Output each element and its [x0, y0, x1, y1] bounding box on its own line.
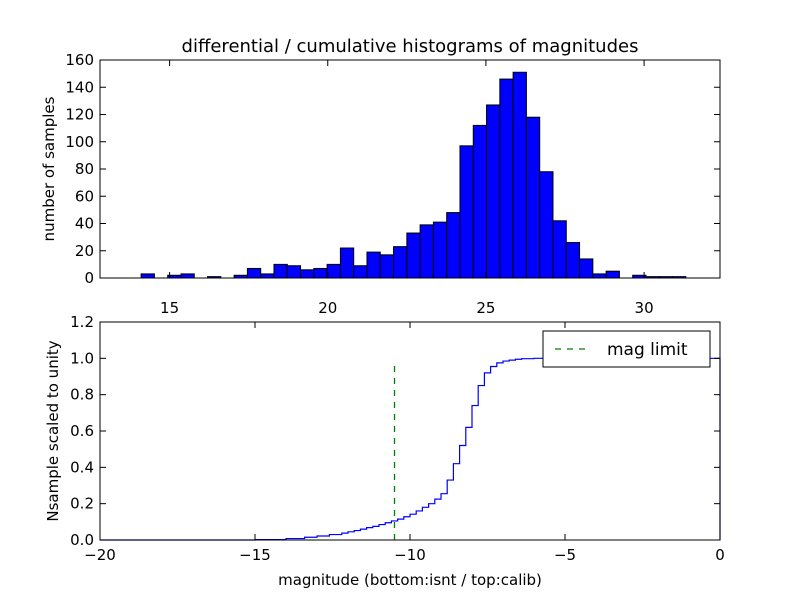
histogram-bar — [313, 267, 328, 279]
cumulative-ticks: −20 −15 −10 −5 0 0.0 0.2 0.4 0.6 0.8 1.0 1.2 — [70, 313, 725, 564]
histogram-bar — [273, 263, 288, 279]
histogram-bar — [180, 273, 195, 279]
y-tick-label: 160 — [65, 51, 94, 69]
histogram-bar — [552, 220, 567, 279]
y-tick-label: 1.0 — [70, 349, 94, 367]
y-tick-label: 0.8 — [70, 386, 94, 404]
histogram-bar — [605, 270, 620, 279]
histogram-bar — [432, 221, 448, 279]
x-tick-label: 15 — [160, 299, 179, 317]
cumulative-frame — [99, 321, 721, 541]
y-tick-label: 0.6 — [70, 422, 94, 440]
histogram-ylabel: number of samples — [40, 96, 58, 241]
histogram-bar — [246, 267, 262, 279]
legend-label-mag-limit: mag limit — [607, 340, 688, 360]
y-tick-label: 140 — [65, 78, 94, 96]
histogram-bar — [459, 145, 474, 279]
y-tick-label: 20 — [75, 242, 94, 260]
histogram-bar — [446, 212, 461, 279]
histogram-bar — [499, 78, 514, 279]
histogram-bar — [300, 269, 315, 279]
cumulative-ylabel: Nsample scaled to unity — [44, 340, 62, 521]
x-tick-label: −20 — [84, 546, 116, 564]
histogram-bar — [512, 71, 527, 279]
histogram-bar — [592, 273, 607, 279]
cumulative-xlabel: magnitude (bottom:isnt / top:calib) — [278, 571, 542, 589]
histogram-bar — [406, 232, 421, 279]
histogram-frame — [99, 59, 721, 279]
y-tick-label: 40 — [75, 215, 94, 233]
histogram-bar — [393, 246, 408, 279]
histogram-bar — [366, 251, 381, 279]
histogram-bar — [286, 265, 302, 279]
histogram-bar — [260, 273, 275, 279]
histogram-bar — [339, 247, 355, 279]
histogram-bar — [326, 263, 341, 279]
cumulative-series — [100, 357, 721, 541]
histogram-bar — [565, 242, 581, 279]
y-tick-label: 0.4 — [70, 458, 94, 476]
cumulative-step-line — [100, 357, 721, 541]
x-tick-label: 25 — [476, 299, 495, 317]
y-tick-label: 0.0 — [70, 531, 94, 549]
histogram-bar — [539, 171, 554, 279]
y-tick-label: 0.2 — [70, 495, 94, 513]
x-tick-label: −10 — [394, 546, 426, 564]
histogram-bar — [379, 254, 395, 279]
histogram-bar — [486, 104, 501, 279]
y-tick-label: 1.2 — [70, 313, 94, 331]
y-tick-label: 100 — [65, 133, 94, 151]
y-tick-label: 60 — [75, 187, 94, 205]
y-tick-label: 0 — [84, 269, 94, 287]
histogram-bar — [419, 224, 434, 279]
histogram-bar — [525, 116, 541, 279]
x-tick-label: 30 — [635, 299, 654, 317]
histogram-panel: differential / cumulative histograms of … — [40, 36, 721, 317]
histogram-bars — [140, 71, 687, 279]
y-tick-label: 120 — [65, 106, 94, 124]
histogram-bar — [140, 273, 155, 279]
histogram-title: differential / cumulative histograms of … — [182, 36, 639, 57]
histogram-bar — [472, 124, 488, 279]
histogram-bar — [579, 258, 594, 279]
x-tick-label: 20 — [318, 299, 337, 317]
legend: mag limit — [542, 330, 711, 368]
x-tick-label: 0 — [715, 546, 725, 564]
cumulative-panel: −20 −15 −10 −5 0 0.0 0.2 0.4 0.6 0.8 1.0 1.2 Nsampl… — [44, 313, 725, 589]
x-tick-label: −15 — [239, 546, 271, 564]
y-tick-label: 80 — [75, 160, 94, 178]
histogram-bar — [353, 265, 368, 279]
x-tick-label: −5 — [554, 546, 576, 564]
histogram-ticks: 15 20 25 30 0 20 40 60 80 100 120 140 160 — [65, 51, 720, 317]
